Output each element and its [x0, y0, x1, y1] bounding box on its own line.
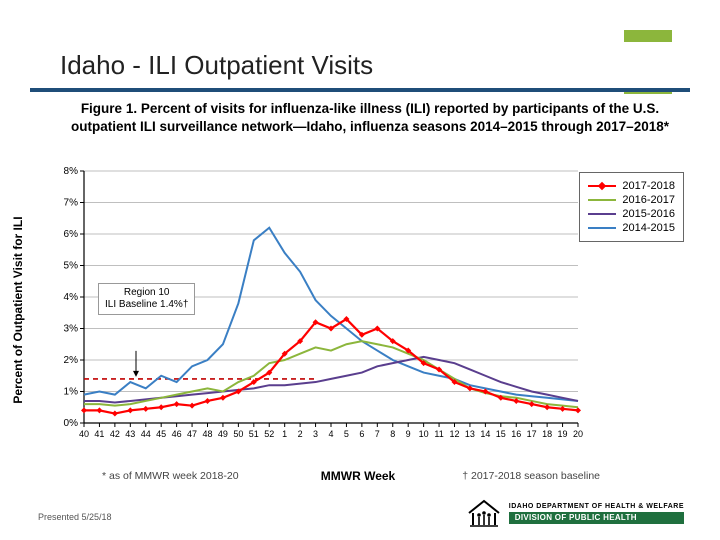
svg-text:17: 17 — [527, 429, 537, 439]
legend-item: 2016-2017 — [588, 194, 675, 206]
baseline-label-1: Region 10 — [105, 287, 188, 299]
slide-title-bar: Idaho - ILI Outpatient Visits — [38, 42, 690, 88]
svg-text:12: 12 — [449, 429, 459, 439]
svg-text:1%: 1% — [64, 387, 79, 398]
svg-text:43: 43 — [125, 429, 135, 439]
svg-text:7%: 7% — [64, 198, 79, 209]
svg-text:5: 5 — [344, 429, 349, 439]
svg-text:3%: 3% — [64, 324, 79, 335]
svg-text:51: 51 — [249, 429, 259, 439]
svg-text:11: 11 — [434, 429, 443, 439]
svg-text:15: 15 — [496, 429, 506, 439]
svg-text:19: 19 — [558, 429, 568, 439]
chart-legend: 2017-2018 2016-2017 2015-2016 2014-2015 — [579, 172, 684, 242]
svg-text:8%: 8% — [64, 166, 79, 177]
svg-text:20: 20 — [573, 429, 583, 439]
svg-text:50: 50 — [233, 429, 243, 439]
svg-text:18: 18 — [542, 429, 552, 439]
svg-text:10: 10 — [419, 429, 429, 439]
svg-text:7: 7 — [375, 429, 380, 439]
svg-text:9: 9 — [406, 429, 411, 439]
legend-label: 2015-2016 — [622, 208, 675, 220]
svg-text:6: 6 — [359, 429, 364, 439]
svg-text:5%: 5% — [64, 261, 79, 272]
svg-text:48: 48 — [202, 429, 212, 439]
legend-label: 2014-2015 — [622, 222, 675, 234]
baseline-callout: Region 10 ILI Baseline 1.4%† — [98, 283, 195, 315]
figure-title: Figure 1. Percent of visits for influenz… — [70, 100, 670, 136]
x-axis-label: MMWR Week — [321, 469, 395, 483]
svg-text:16: 16 — [511, 429, 521, 439]
svg-text:2: 2 — [298, 429, 303, 439]
baseline-label-2: ILI Baseline 1.4%† — [105, 299, 188, 311]
svg-text:8: 8 — [390, 429, 395, 439]
presented-date: Presented 5/25/18 — [38, 512, 112, 522]
legend-label: 2016-2017 — [622, 194, 675, 206]
svg-text:42: 42 — [110, 429, 120, 439]
svg-text:41: 41 — [94, 429, 104, 439]
svg-text:4%: 4% — [64, 292, 79, 303]
svg-text:1: 1 — [282, 429, 287, 439]
footnote-right: † 2017-2018 season baseline — [462, 470, 600, 482]
svg-text:13: 13 — [465, 429, 475, 439]
svg-text:4: 4 — [328, 429, 333, 439]
svg-text:3: 3 — [313, 429, 318, 439]
svg-text:47: 47 — [187, 429, 197, 439]
svg-text:44: 44 — [141, 429, 151, 439]
logo-division-name: DIVISION OF PUBLIC HEALTH — [509, 512, 684, 524]
svg-text:46: 46 — [172, 429, 182, 439]
title-underline — [30, 88, 690, 92]
svg-text:40: 40 — [79, 429, 89, 439]
slide-title: Idaho - ILI Outpatient Visits — [38, 50, 373, 81]
legend-item: 2017-2018 — [588, 180, 675, 192]
legend-item: 2014-2015 — [588, 222, 675, 234]
logo-text: IDAHO DEPARTMENT OF HEALTH & WELFARE DIV… — [509, 503, 684, 524]
legend-label: 2017-2018 — [622, 180, 675, 192]
y-axis-label: Percent of Outpatient Visit for ILI — [11, 216, 25, 403]
svg-text:6%: 6% — [64, 229, 79, 240]
logo-house-icon — [467, 498, 501, 528]
svg-text:49: 49 — [218, 429, 228, 439]
svg-text:14: 14 — [480, 429, 490, 439]
svg-text:45: 45 — [156, 429, 166, 439]
logo-dept-name: IDAHO DEPARTMENT OF HEALTH & WELFARE — [509, 503, 684, 510]
agency-logo: IDAHO DEPARTMENT OF HEALTH & WELFARE DIV… — [467, 498, 684, 528]
footnote-left: * as of MMWR week 2018-20 — [102, 470, 239, 482]
svg-text:52: 52 — [264, 429, 274, 439]
svg-text:0%: 0% — [64, 418, 79, 429]
svg-text:2%: 2% — [64, 355, 79, 366]
legend-item: 2015-2016 — [588, 208, 675, 220]
